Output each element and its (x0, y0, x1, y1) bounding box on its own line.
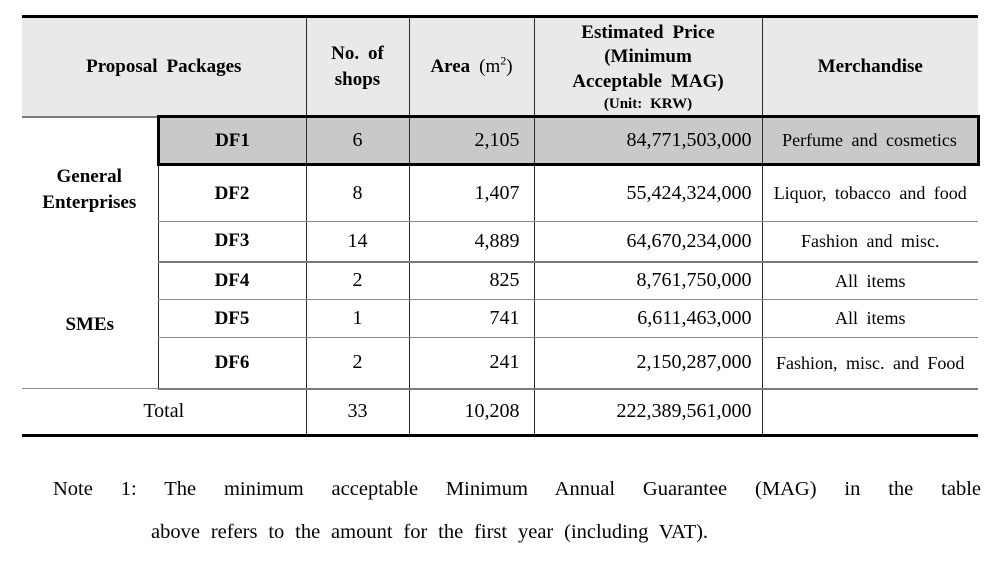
df6-shops-cell: 2 (305, 337, 409, 390)
df2-area-cell: 1,407 (408, 164, 534, 222)
df5-shops-cell: 1 (305, 299, 409, 338)
proposal-packages-table: Proposal Packages No. of shops Area (m2)… (22, 15, 980, 437)
row-df5: DF5 1 741 6,611,463,000 All items (22, 299, 978, 338)
df3-area-cell: 4,889 (408, 221, 534, 263)
df6-price-cell: 2,150,287,000 (533, 337, 762, 390)
df1-area-cell: 2,105 (408, 115, 534, 166)
group-smes: SMEs (22, 261, 158, 389)
header-merchandise: Merchandise (761, 16, 978, 118)
header-area: Area (m2) (408, 16, 534, 118)
header-area-label: Area (430, 55, 471, 77)
df3-merchandise-cell: Fashion and misc. (761, 221, 978, 263)
row-df3: DF3 14 4,889 64,670,234,000 Fashion and … (22, 221, 978, 263)
df6-merchandise-cell: Fashion, misc. and Food (761, 337, 978, 390)
row-df6: DF6 2 241 2,150,287,000 Fashion, misc. a… (22, 337, 978, 390)
header-row: Proposal Packages No. of shops Area (m2)… (22, 16, 978, 118)
row-total: Total 33 10,208 222,389,561,000 (22, 388, 978, 436)
header-estimated-price: Estimated Price (Minimum Acceptable MAG)… (533, 16, 762, 118)
header-proposal-packages: Proposal Packages (22, 16, 306, 118)
df2-package-cell: DF2 (157, 164, 306, 222)
footnote: Note 1: The minimum acceptable Minimum A… (53, 468, 981, 554)
df6-area-cell: 241 (408, 337, 534, 390)
df2-shops-cell: 8 (305, 164, 409, 222)
df5-package-cell: DF5 (157, 299, 306, 338)
df1-shops-cell: 6 (305, 115, 409, 166)
df4-area-cell: 825 (408, 261, 534, 300)
df4-package-cell: DF4 (157, 261, 306, 300)
df5-merchandise-cell: All items (761, 299, 978, 338)
header-estimated-price-main: Estimated Price (Minimum Acceptable MAG) (572, 21, 724, 93)
total-shops-cell: 33 (305, 388, 409, 436)
df4-merchandise-cell: All items (761, 261, 978, 300)
footnote-line-1: Note 1: The minimum acceptable Minimum A… (53, 478, 981, 500)
row-df2: DF2 8 1,407 55,424,324,000 Liquor, tobac… (22, 164, 978, 222)
header-estimated-price-unit: (Unit: KRW) (603, 95, 693, 112)
row-df4: SMEs DF4 2 825 8,761,750,000 All items (22, 261, 978, 389)
df1-package-cell: DF1 (156, 115, 306, 166)
df5-price-cell: 6,611,463,000 (533, 299, 762, 338)
total-merchandise-cell (761, 388, 978, 436)
df6-package-cell: DF6 (157, 337, 306, 390)
header-area-unit: (m2) (479, 53, 513, 77)
total-label-cell: Total (143, 400, 185, 423)
header-no-of-shops: No. of shops (305, 16, 409, 118)
df4-shops-cell: 2 (305, 261, 409, 300)
total-price-cell: 222,389,561,000 (533, 388, 762, 436)
df4-price-cell: 8,761,750,000 (533, 261, 762, 300)
df1-price-cell: 84,771,503,000 (533, 115, 762, 166)
df3-price-cell: 64,670,234,000 (533, 221, 762, 263)
group-general-enterprises: General Enterprises (22, 116, 158, 262)
df2-price-cell: 55,424,324,000 (533, 164, 762, 222)
total-area-cell: 10,208 (408, 388, 534, 436)
row-df1: General Enterprises DF1 6 2,105 84,771,5… (22, 115, 980, 262)
df2-merchandise-cell: Liquor, tobacco and food (761, 164, 978, 222)
df1-merchandise-cell: Perfume and cosmetics (761, 115, 980, 166)
df3-package-cell: DF3 (157, 221, 306, 263)
df5-area-cell: 741 (408, 299, 534, 338)
footnote-line-2: above refers to the amount for the first… (151, 521, 709, 544)
df3-shops-cell: 14 (305, 221, 409, 263)
